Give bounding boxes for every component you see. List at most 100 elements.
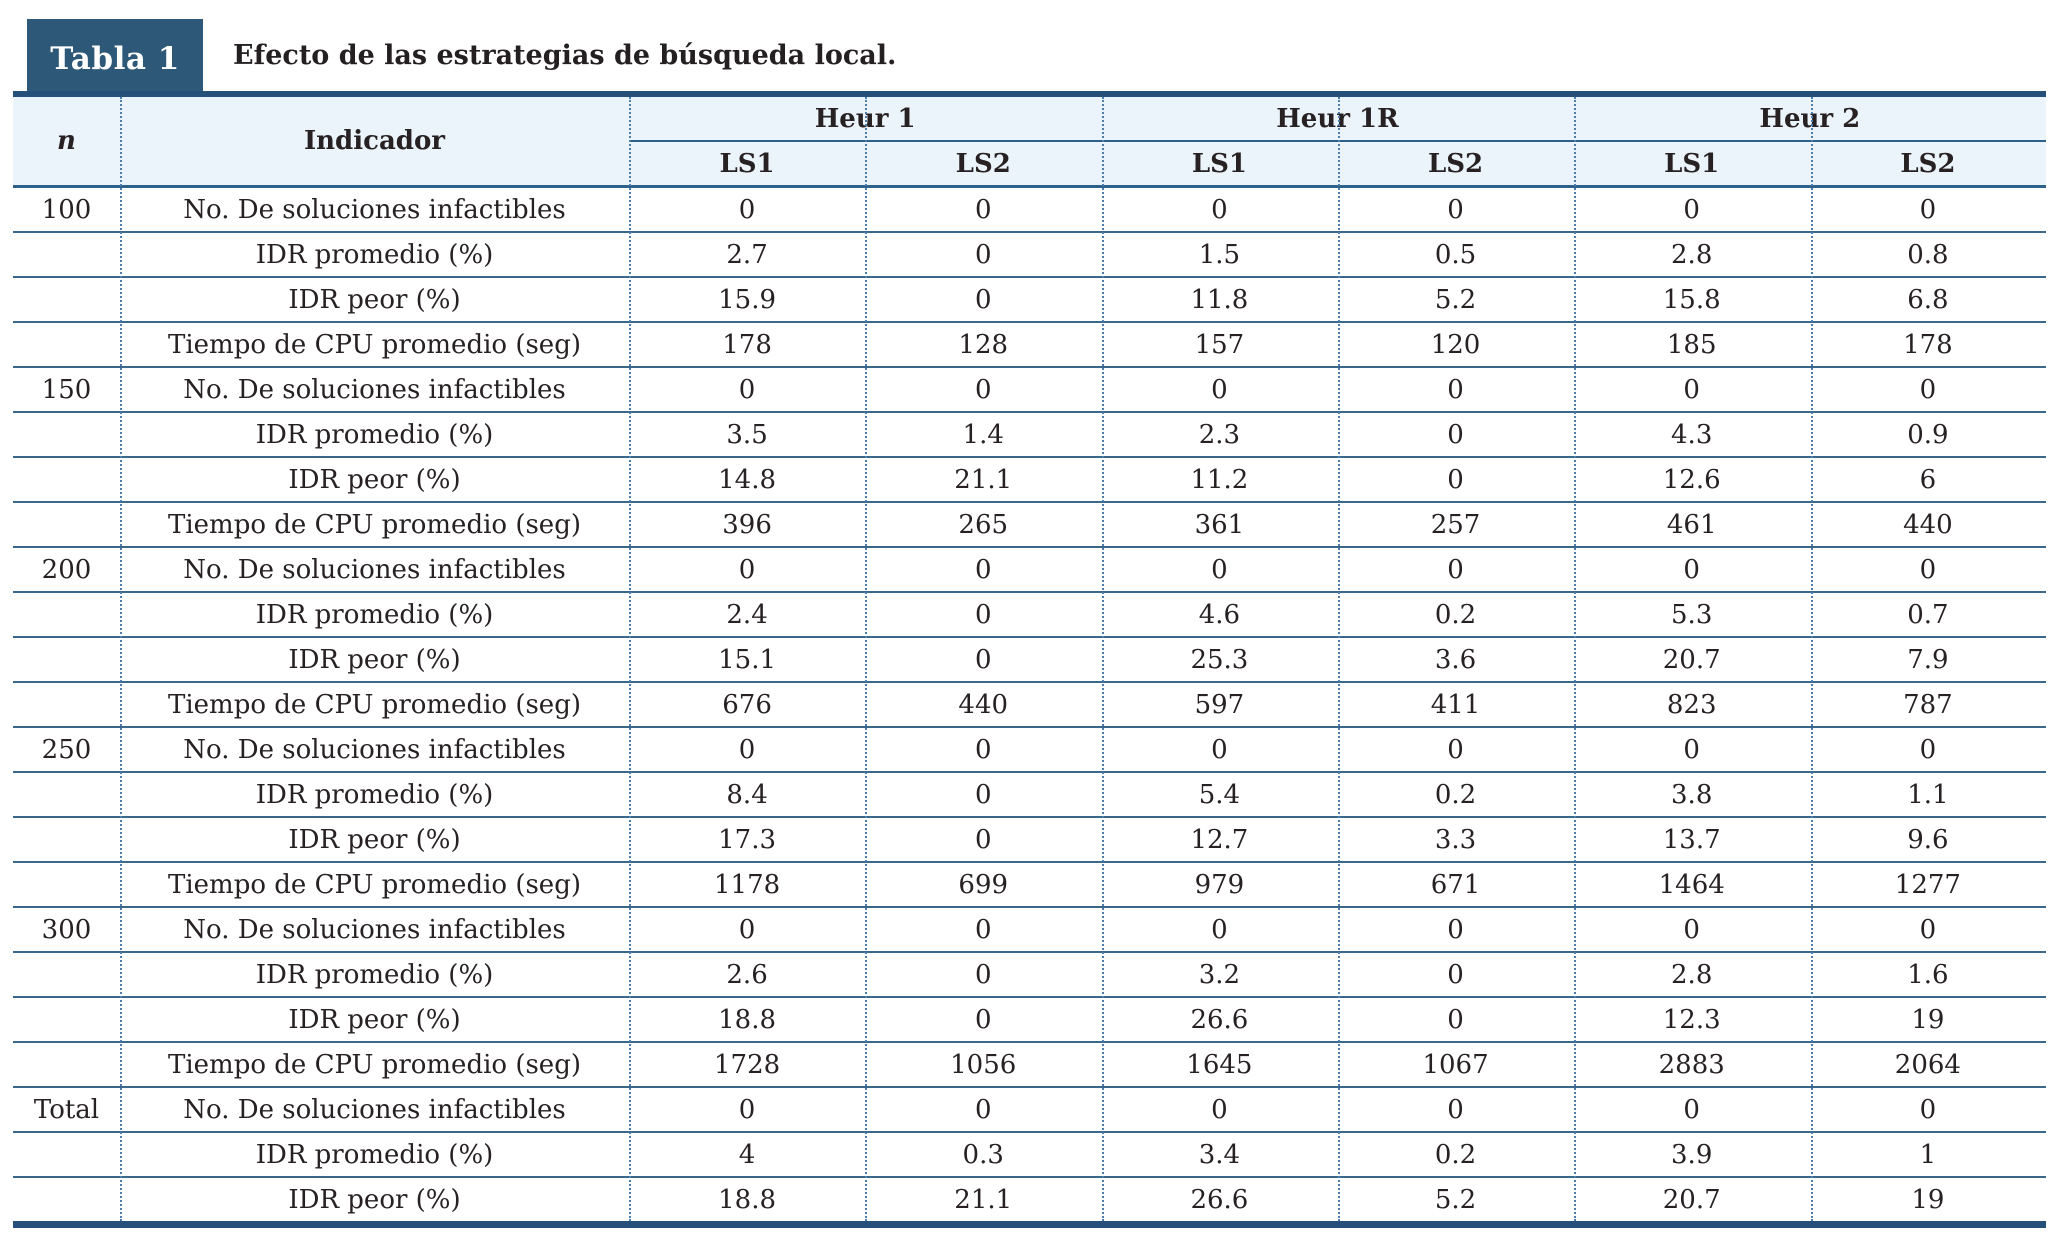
table-header: n Indicador Heur 1 Heur 1R Heur 2 LS1 LS…: [13, 97, 2046, 188]
table-container: n Indicador Heur 1 Heur 1R Heur 2 LS1 LS…: [13, 91, 2046, 1228]
value-cell: 0.7: [1809, 592, 2046, 638]
value-cell: 0: [1337, 186, 1574, 233]
indicator-cell: IDR peor (%): [120, 817, 629, 863]
indicator-cell: IDR promedio (%): [120, 592, 629, 638]
value-cell: 0: [865, 592, 1102, 638]
n-cell: [13, 952, 120, 998]
n-cell: [13, 862, 120, 908]
indicator-cell: No. De soluciones infactibles: [120, 367, 629, 413]
header-row-groups: n Indicador Heur 1 Heur 1R Heur 2: [13, 97, 2046, 188]
indicator-cell: Tiempo de CPU promedio (seg): [120, 502, 629, 548]
value-cell: 0: [865, 277, 1102, 323]
value-cell: 185: [1573, 322, 1810, 368]
indicator-cell: IDR promedio (%): [120, 772, 629, 818]
value-cell: 1: [1809, 1132, 2046, 1178]
indicator-cell: IDR promedio (%): [120, 232, 629, 278]
value-cell: 1277: [1809, 862, 2046, 908]
value-cell: 15.1: [629, 637, 866, 683]
results-table: n Indicador Heur 1 Heur 1R Heur 2 LS1 LS…: [13, 97, 2046, 1221]
value-cell: 5.2: [1337, 277, 1574, 323]
value-cell: 20.7: [1573, 637, 1810, 683]
value-cell: 2064: [1809, 1042, 2046, 1088]
value-cell: 0: [1337, 457, 1574, 503]
table-row: IDR promedio (%) 3.5 1.4 2.3 0 4.3 0.9: [13, 412, 2046, 458]
value-cell: 0: [1101, 186, 1338, 233]
value-cell: 0: [1809, 547, 2046, 593]
value-cell: 0: [1337, 727, 1574, 773]
table-row: 100 No. De soluciones infactibles 0 0 0 0 0 0: [13, 186, 2046, 233]
value-cell: 0: [1337, 367, 1574, 413]
value-cell: 1178: [629, 862, 866, 908]
value-cell: 1.1: [1809, 772, 2046, 818]
indicator-cell: Tiempo de CPU promedio (seg): [120, 682, 629, 728]
value-cell: 3.9: [1573, 1132, 1810, 1178]
value-cell: 4.3: [1573, 412, 1810, 458]
value-cell: 0: [1101, 1087, 1338, 1133]
value-cell: 0.3: [865, 1132, 1102, 1178]
value-cell: 0: [865, 186, 1102, 233]
table-label: Tabla 1: [50, 40, 180, 77]
value-cell: 0: [1573, 186, 1810, 233]
value-cell: 6.8: [1809, 277, 2046, 323]
value-cell: 0: [1573, 727, 1810, 773]
value-cell: 2.8: [1573, 232, 1810, 278]
n-cell: [13, 1042, 120, 1088]
subcol-header: LS2: [1337, 141, 1574, 188]
value-cell: 12.7: [1101, 817, 1338, 863]
value-cell: 3.3: [1337, 817, 1574, 863]
value-cell: 0: [1809, 1087, 2046, 1133]
table-row: Tiempo de CPU promedio (seg) 1728 1056 1645…: [13, 1042, 2046, 1088]
indicator-cell: No. De soluciones infactibles: [120, 186, 629, 233]
value-cell: 0: [1337, 952, 1574, 998]
value-cell: 0: [865, 727, 1102, 773]
n-cell: [13, 637, 120, 683]
col-header-indicator: Indicador: [120, 97, 629, 188]
value-cell: 21.1: [865, 457, 1102, 503]
value-cell: 411: [1337, 682, 1574, 728]
value-cell: 0: [1101, 367, 1338, 413]
col-header-heur1r: Heur 1R: [1101, 97, 1574, 142]
value-cell: 3.6: [1337, 637, 1574, 683]
value-cell: 0: [865, 1087, 1102, 1133]
value-cell: 0: [629, 1087, 866, 1133]
value-cell: 0.2: [1337, 592, 1574, 638]
value-cell: 0: [865, 232, 1102, 278]
value-cell: 11.8: [1101, 277, 1338, 323]
value-cell: 1067: [1337, 1042, 1574, 1088]
value-cell: 0: [1101, 907, 1338, 953]
n-cell: 250: [13, 727, 120, 773]
value-cell: 0: [629, 907, 866, 953]
value-cell: 0: [1337, 997, 1574, 1043]
table-row: IDR promedio (%) 4 0.3 3.4 0.2 3.9 1: [13, 1132, 2046, 1178]
value-cell: 0.5: [1337, 232, 1574, 278]
indicator-cell: No. De soluciones infactibles: [120, 907, 629, 953]
n-cell: [13, 502, 120, 548]
table-row: 150 No. De soluciones infactibles 0 0 0 0 0 0: [13, 367, 2046, 413]
indicator-cell: IDR promedio (%): [120, 952, 629, 998]
indicator-cell: IDR peor (%): [120, 457, 629, 503]
table-row: Tiempo de CPU promedio (seg) 676 440 597 411…: [13, 682, 2046, 728]
value-cell: 0: [629, 547, 866, 593]
value-cell: 461: [1573, 502, 1810, 548]
value-cell: 17.3: [629, 817, 866, 863]
value-cell: 25.3: [1101, 637, 1338, 683]
value-cell: 5.2: [1337, 1177, 1574, 1221]
n-cell: [13, 817, 120, 863]
value-cell: 3.4: [1101, 1132, 1338, 1178]
value-cell: 257: [1337, 502, 1574, 548]
table-row: Tiempo de CPU promedio (seg) 178 128 157 120…: [13, 322, 2046, 368]
indicator-cell: IDR promedio (%): [120, 1132, 629, 1178]
n-cell: [13, 682, 120, 728]
value-cell: 11.2: [1101, 457, 1338, 503]
n-cell: [13, 277, 120, 323]
value-cell: 4.6: [1101, 592, 1338, 638]
table-body: 100 No. De soluciones infactibles 0 0 0 0 0 0 ID…: [13, 186, 2046, 1221]
value-cell: 0: [1337, 547, 1574, 593]
indicator-cell: Tiempo de CPU promedio (seg): [120, 322, 629, 368]
n-cell: [13, 772, 120, 818]
table-row: IDR promedio (%) 8.4 0 5.4 0.2 3.8 1.1: [13, 772, 2046, 818]
indicator-cell: No. De soluciones infactibles: [120, 1087, 629, 1133]
value-cell: 12.6: [1573, 457, 1810, 503]
value-cell: 0: [865, 367, 1102, 413]
indicator-cell: IDR peor (%): [120, 997, 629, 1043]
